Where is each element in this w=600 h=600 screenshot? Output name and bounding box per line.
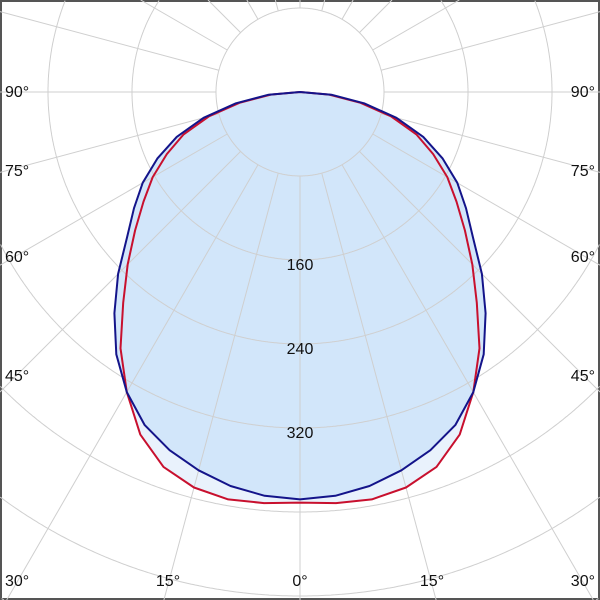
radial-gridline	[372, 133, 600, 266]
angle-label-right: 45°	[571, 368, 595, 385]
angle-label-right: 30°	[571, 573, 595, 590]
radial-gridline	[0, 151, 241, 393]
radial-gridline	[0, 133, 228, 266]
angle-label-bottom: 0°	[292, 573, 307, 590]
radial-gridline	[341, 0, 354, 20]
angle-label-right: 90°	[571, 84, 595, 101]
radial-gridline	[381, 113, 600, 173]
ring-gridline	[0, 496, 600, 597]
angle-label-left: 75°	[5, 163, 29, 180]
angle-label-left: 30°	[5, 573, 29, 590]
radial-gridline	[381, 11, 600, 71]
ring-gridline	[131, 0, 469, 261]
ring-gridline	[215, 7, 385, 177]
radial-gridline	[246, 0, 259, 20]
radial-gridline	[321, 0, 326, 11]
radial-gridline	[0, 11, 219, 71]
angle-label-right: 60°	[571, 249, 595, 266]
angle-label-bottom: 15°	[156, 573, 180, 590]
angle-label-right: 75°	[571, 163, 595, 180]
radial-gridline	[274, 0, 279, 11]
radial-gridline	[359, 0, 393, 33]
ring-label: 160	[287, 257, 314, 274]
ring-label: 320	[287, 425, 314, 442]
angle-label-left: 45°	[5, 368, 29, 385]
radial-gridline	[163, 173, 279, 600]
ring-gridline	[0, 386, 600, 513]
radial-gridline	[0, 113, 219, 173]
radial-gridline	[372, 0, 460, 51]
series-line-1	[113, 91, 487, 501]
radial-gridline	[321, 173, 437, 600]
angle-label-left: 60°	[5, 249, 29, 266]
radial-gridline	[359, 151, 600, 393]
radial-gridline	[140, 0, 228, 51]
ring-gridline	[47, 0, 553, 345]
ring-label: 240	[287, 341, 314, 358]
angle-label-bottom: 15°	[420, 573, 444, 590]
radial-gridline	[207, 0, 241, 33]
angle-label-left: 90°	[5, 84, 29, 101]
